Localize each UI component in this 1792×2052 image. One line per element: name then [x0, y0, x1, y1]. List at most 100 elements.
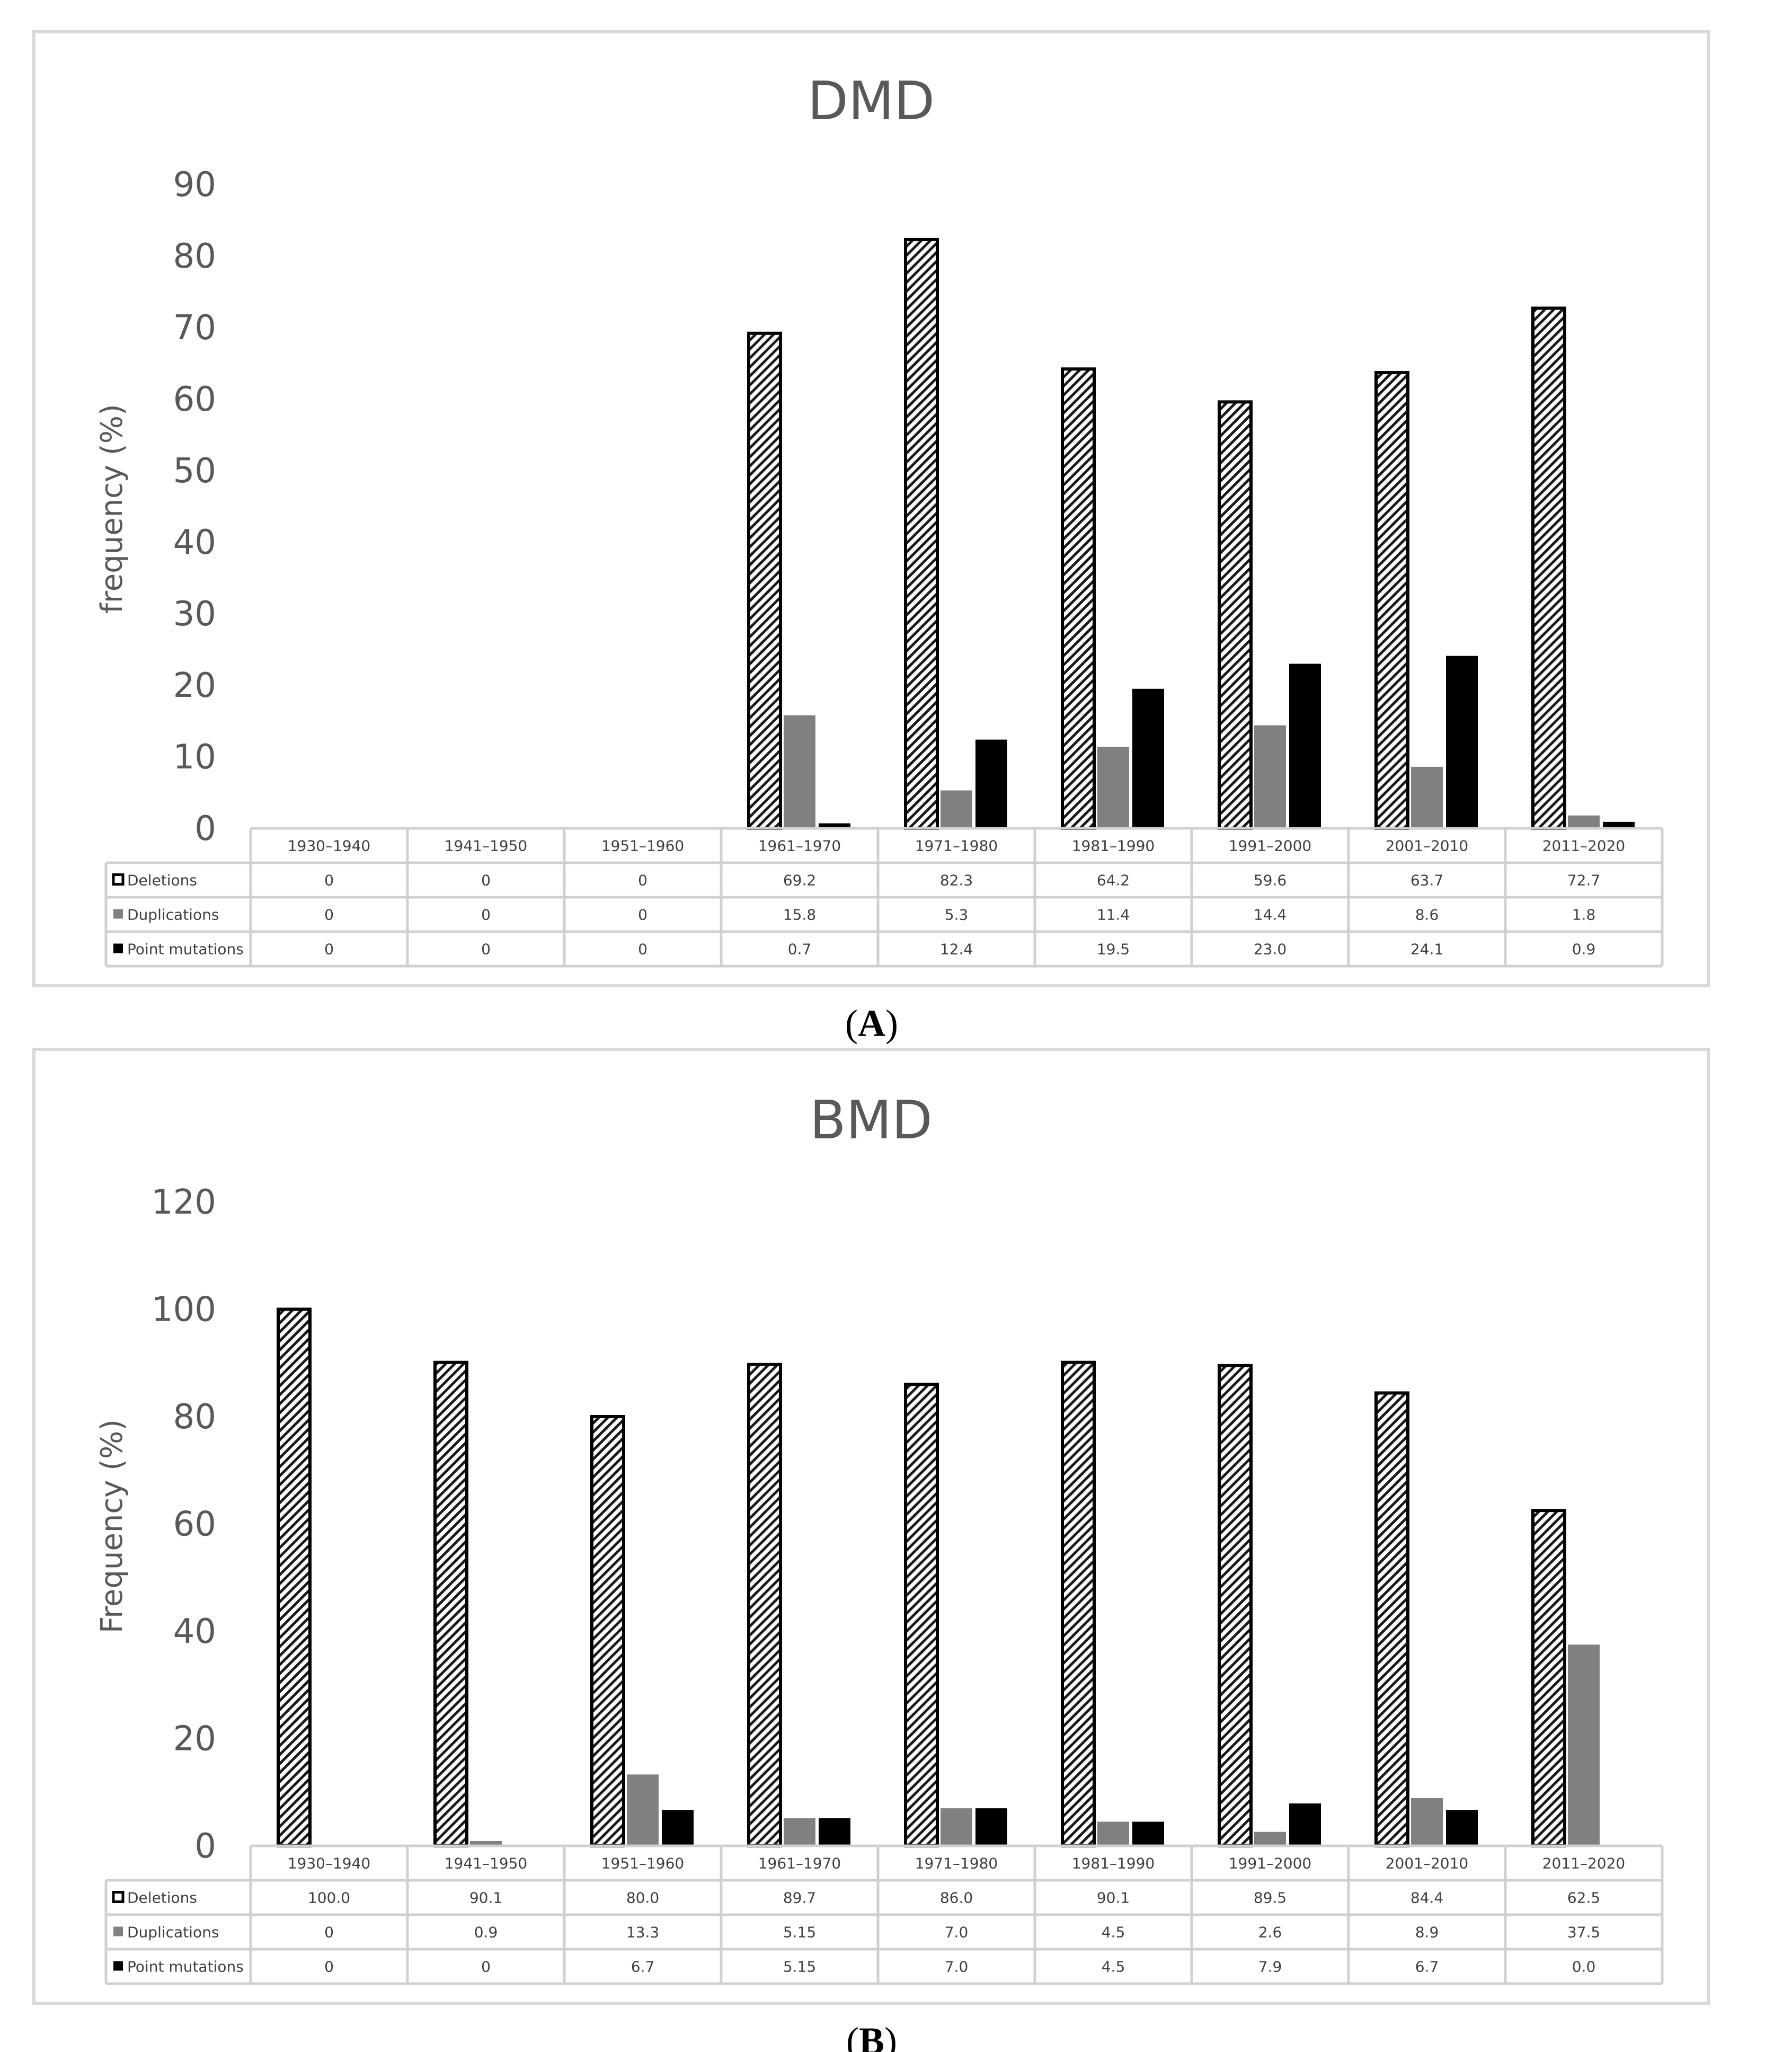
table-cell-value: 0.0 — [1572, 1958, 1596, 1976]
legend-swatch-point-mutations — [113, 943, 123, 953]
bar-point-mutations-2001–2010 — [1446, 656, 1478, 828]
table-cell-value: 62.5 — [1567, 1889, 1600, 1907]
bars — [747, 237, 1635, 830]
table-cell-value: 0 — [324, 906, 334, 924]
category-label: 1971–1980 — [915, 1855, 998, 1872]
table-cell-value: 0 — [481, 872, 491, 889]
table-cell-value: 0 — [324, 1924, 334, 1941]
table-cell-value: 4.5 — [1102, 1958, 1125, 1976]
bar-point-mutations-1971–1980 — [975, 1808, 1007, 1846]
y-tick-labels: 0 10 20 30 40 50 60 70 80 90 — [173, 165, 216, 848]
bar-deletions-1930–1940 — [277, 1307, 312, 1847]
bar-point-mutations-1951–1960 — [662, 1810, 694, 1846]
table-cell-value: 2.6 — [1258, 1924, 1282, 1941]
y-tick-label: 0 — [194, 809, 216, 848]
table-cell-value: 23.0 — [1254, 941, 1287, 958]
category-label: 2011–2020 — [1542, 1855, 1626, 1872]
table-cell-value: 7.0 — [945, 1924, 969, 1941]
table-cell-value: 0.7 — [788, 941, 812, 958]
bar-deletions-1991–2000 — [1218, 400, 1253, 830]
category-label: 2011–2020 — [1542, 837, 1626, 855]
category-label: 1991–2000 — [1229, 1855, 1312, 1872]
chart-title: BMD — [810, 1089, 933, 1151]
category-label: 1961–1970 — [758, 1855, 841, 1872]
table-cell-value: 89.5 — [1254, 1889, 1287, 1907]
category-label: 1961–1970 — [758, 837, 841, 855]
bar-deletions-1961–1970 — [747, 331, 782, 830]
table-cell-value: 4.5 — [1102, 1924, 1125, 1941]
category-label: 1971–1980 — [915, 837, 998, 855]
y-tick-label: 90 — [173, 165, 216, 205]
table-cell-value: 6.7 — [1415, 1958, 1439, 1976]
legend-label: Deletions — [127, 1889, 197, 1907]
table-cell-value: 0 — [638, 906, 647, 924]
bar-deletions-1941–1950 — [433, 1360, 468, 1848]
table-cell-value: 0 — [481, 941, 491, 958]
table-cell-value: 5.15 — [783, 1958, 816, 1976]
table-cell-value: 63.7 — [1410, 872, 1443, 889]
table-cell-value: 89.7 — [783, 1889, 816, 1907]
y-tick-label: 40 — [173, 1612, 216, 1651]
y-tick-label: 20 — [173, 1720, 216, 1759]
bar-point-mutations-1981–1990 — [1132, 688, 1164, 828]
bar-deletions-1971–1980 — [904, 1383, 939, 1847]
bar-point-mutations-1971–1980 — [975, 739, 1007, 828]
bar-point-mutations-1961–1970 — [819, 1818, 850, 1846]
chart-title: DMD — [808, 70, 935, 132]
y-tick-label: 60 — [173, 1505, 216, 1544]
category-label: 1981–1990 — [1072, 837, 1155, 855]
y-tick-label: 80 — [173, 237, 216, 276]
bar-deletions-1981–1990 — [1061, 1360, 1096, 1848]
y-tick-label: 70 — [173, 308, 216, 348]
table-cell-value: 19.5 — [1097, 941, 1130, 958]
table-cell-value: 24.1 — [1410, 941, 1443, 958]
table-cell-value: 0 — [324, 1958, 334, 1976]
table-cell-value: 0 — [481, 906, 491, 924]
legend-swatch-deletions — [112, 1891, 125, 1903]
bar-duplications-1961–1970 — [784, 1818, 815, 1846]
table-cell-value: 0 — [481, 1958, 491, 1976]
table-cell-value: 5.3 — [945, 906, 969, 924]
y-axis-label: frequency (%) — [95, 404, 129, 614]
category-label: 1941–1950 — [445, 837, 528, 855]
table-cell-value: 0.9 — [1572, 941, 1596, 958]
category-label: 1930–1940 — [288, 1855, 371, 1872]
bar-duplications-1991–2000 — [1254, 1832, 1286, 1846]
table-cell-value: 0 — [638, 941, 647, 958]
table-cell-value: 15.8 — [783, 906, 816, 924]
bar-duplications-2011–2020 — [1568, 1644, 1600, 1846]
table-cell-value: 0 — [638, 872, 647, 889]
bar-duplications-1981–1990 — [1097, 1821, 1129, 1846]
table-cell-value: 8.9 — [1415, 1924, 1439, 1941]
legend-swatch-duplications — [113, 1926, 123, 1936]
bar-deletions-2001–2010 — [1374, 371, 1409, 830]
y-tick-label: 80 — [173, 1398, 216, 1437]
bar-point-mutations-2001–2010 — [1446, 1810, 1478, 1846]
y-tick-label: 40 — [173, 523, 216, 562]
bar-point-mutations-1981–1990 — [1132, 1821, 1164, 1846]
bar-duplications-1951–1960 — [627, 1774, 659, 1846]
bar-duplications-2011–2020 — [1568, 815, 1600, 828]
data-table: 1930–1940 1941–1950 1951–1960 1961–1970 1971… — [104, 1844, 1664, 1985]
category-label: 1981–1990 — [1072, 1855, 1155, 1872]
panel-dmd: DMD frequency (%) 0 10 20 30 40 50 60 70 80 90 19… — [32, 30, 1710, 987]
table-cell-value: 0 — [324, 941, 334, 958]
table-cell-value: 0.9 — [474, 1924, 498, 1941]
legend-label: Point mutations — [127, 941, 244, 958]
table-cell-value: 5.15 — [783, 1924, 816, 1941]
bar-duplications-1971–1980 — [941, 1808, 972, 1846]
data-table: 1930–1940 1941–1950 1951–1960 1961–1970 1971… — [104, 827, 1664, 968]
table-cell-value: 84.4 — [1410, 1889, 1443, 1907]
table-cell-value: 80.0 — [626, 1889, 659, 1907]
y-tick-label: 0 — [194, 1827, 216, 1866]
table-cell-value: 86.0 — [940, 1889, 973, 1907]
y-tick-label: 60 — [173, 380, 216, 419]
bar-point-mutations-1991–2000 — [1289, 664, 1321, 828]
panel-label-a: (A) — [845, 1002, 898, 1045]
bar-duplications-1941–1950 — [470, 1841, 502, 1846]
bar-deletions-2011–2020 — [1531, 1509, 1566, 1847]
table-cell-value: 69.2 — [783, 872, 816, 889]
legend-swatch-point-mutations — [113, 1961, 123, 1971]
table-cell-value: 7.0 — [945, 1958, 969, 1976]
